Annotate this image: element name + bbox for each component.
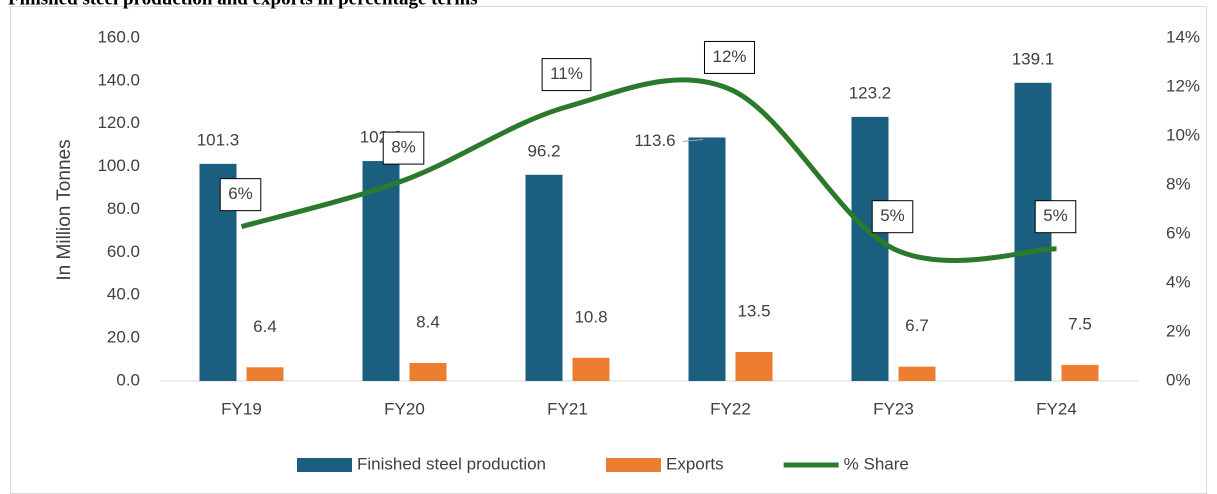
value-label: 13.5 xyxy=(737,302,770,321)
y2-tick-label: 10% xyxy=(1166,125,1200,144)
value-label: 96.2 xyxy=(527,141,560,160)
leader-line xyxy=(682,138,704,142)
x-tick-label: FY19 xyxy=(221,399,262,418)
legend-label: % Share xyxy=(844,454,909,473)
label-box xyxy=(871,200,914,234)
value-label: 6.7 xyxy=(905,316,929,335)
bar xyxy=(572,357,610,381)
bar xyxy=(898,366,936,381)
bar xyxy=(409,362,447,381)
y-tick-label: 40.0 xyxy=(107,285,140,304)
value-label: 101.3 xyxy=(197,130,240,149)
label-box xyxy=(219,178,262,212)
y2-tick-label: 12% xyxy=(1166,76,1200,95)
bar xyxy=(735,352,773,381)
label-box xyxy=(382,131,425,165)
value-label: 8.4 xyxy=(416,312,440,331)
value-label: 10.8 xyxy=(574,307,607,326)
value-label: 7.5 xyxy=(1068,314,1092,333)
y-tick-label: 0.0 xyxy=(116,370,140,389)
line-value-label: 5% xyxy=(1043,206,1068,225)
label-box xyxy=(703,40,756,74)
legend-label: Exports xyxy=(666,454,724,473)
value-label: 6.4 xyxy=(253,317,277,336)
label-box xyxy=(541,58,592,92)
y-tick-label: 120.0 xyxy=(97,113,140,132)
bar xyxy=(362,161,400,381)
bar xyxy=(525,174,563,381)
line-series xyxy=(240,77,1057,263)
legend-swatch xyxy=(297,458,352,472)
y2-tick-label: 4% xyxy=(1166,272,1191,291)
y-tick-label: 100.0 xyxy=(97,156,140,175)
legend-label: Finished steel production xyxy=(357,454,546,473)
line-value-label: 12% xyxy=(712,47,746,66)
x-tick-label: FY23 xyxy=(873,399,914,418)
y-axis-label: In Million Tonnes xyxy=(54,139,75,280)
bar xyxy=(851,116,889,381)
line-value-label: 8% xyxy=(391,138,416,157)
y-tick-label: 160.0 xyxy=(97,27,140,46)
chart-title: Finished steel production and exports in… xyxy=(8,0,478,9)
value-label: 113.6 xyxy=(634,131,675,150)
x-tick-label: FY20 xyxy=(384,399,425,418)
y2-tick-label: 0% xyxy=(1166,370,1191,389)
bar xyxy=(1061,364,1099,381)
label-box xyxy=(1034,200,1077,234)
y2-tick-label: 6% xyxy=(1166,223,1191,242)
value-label: 123.2 xyxy=(849,83,892,102)
legend-swatch xyxy=(606,458,662,472)
y-tick-label: 60.0 xyxy=(107,242,140,261)
x-tick-label: FY22 xyxy=(710,399,751,418)
y2-tick-label: 8% xyxy=(1166,174,1191,193)
line-value-label: 11% xyxy=(550,64,583,83)
y2-tick-label: 2% xyxy=(1166,321,1191,340)
y-tick-label: 80.0 xyxy=(107,199,140,218)
line-value-label: 5% xyxy=(880,206,905,225)
x-tick-label: FY21 xyxy=(547,399,588,418)
y-tick-label: 20.0 xyxy=(107,328,140,347)
y2-tick-label: 14% xyxy=(1166,27,1200,46)
bar xyxy=(246,367,284,381)
x-tick-label: FY24 xyxy=(1036,399,1077,418)
value-label: 139.1 xyxy=(1012,49,1055,68)
line-value-label: 6% xyxy=(228,184,253,203)
y-tick-label: 140.0 xyxy=(97,70,140,89)
bar xyxy=(688,137,726,381)
